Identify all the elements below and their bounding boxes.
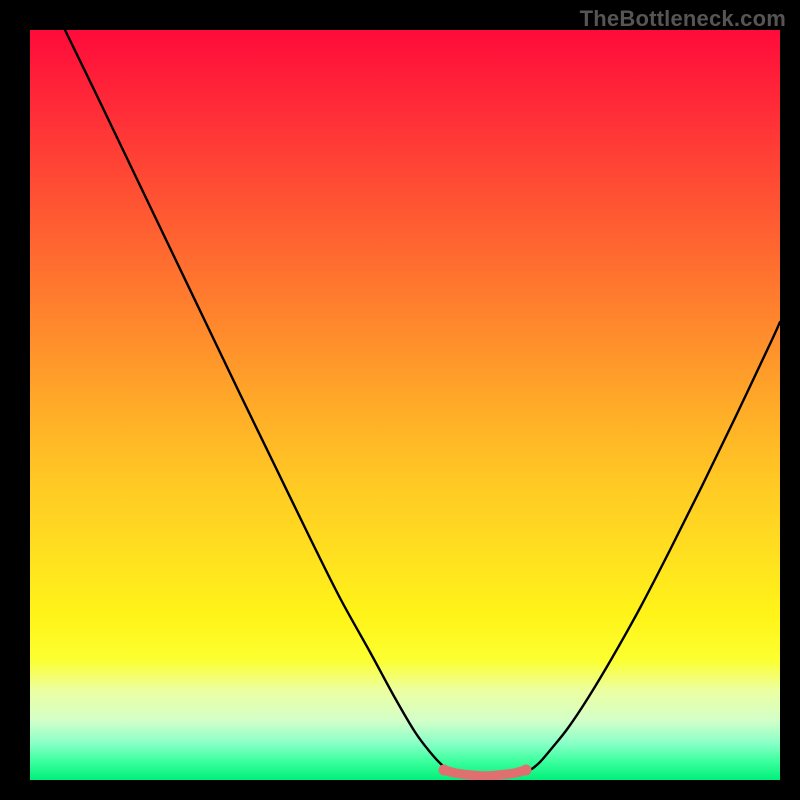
bottleneck-chart — [30, 30, 780, 780]
chart-background — [30, 30, 780, 780]
optimal-range-start-dot — [439, 765, 450, 776]
optimal-range-end-dot — [521, 765, 532, 776]
watermark-label: TheBottleneck.com — [580, 6, 786, 32]
chart-svg — [30, 30, 780, 780]
chart-frame: TheBottleneck.com — [0, 0, 800, 800]
